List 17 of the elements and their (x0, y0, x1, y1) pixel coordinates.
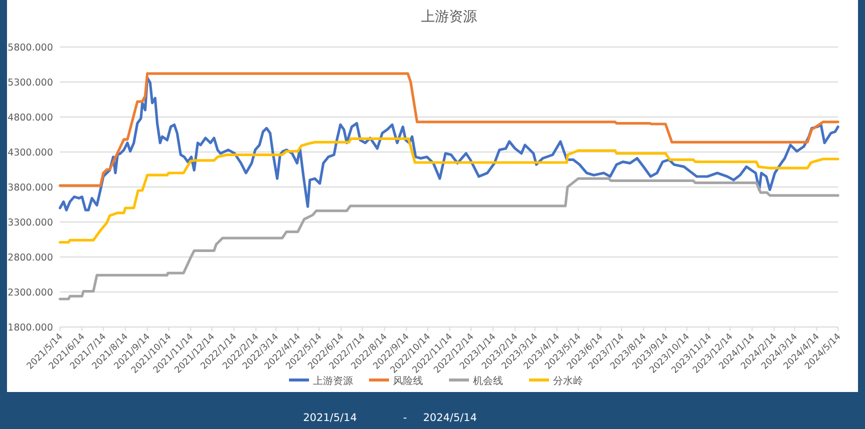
chart-title: 上游资源 (421, 9, 477, 25)
y-tick-label: 5300.000 (8, 78, 53, 88)
text: 2024/5/14 (423, 412, 478, 424)
legend-label: 风险线 (393, 375, 423, 387)
y-tick-label: 4800.000 (8, 112, 53, 124)
y-tick-label: 3300.000 (8, 218, 53, 228)
legend-label: 分水岭 (553, 375, 583, 387)
y-tick-label: 2800.000 (8, 252, 53, 264)
legend-label: 上游资源 (313, 375, 353, 387)
y-tick-label: 3800.000 (8, 182, 53, 194)
y-tick-label: 4300.000 (8, 148, 53, 158)
y-tick-label: 5800.000 (8, 42, 53, 54)
y-tick-label: 2300.000 (8, 288, 53, 298)
legend-label: 机会线 (473, 375, 503, 387)
text: 2021/5/14 (303, 412, 358, 424)
y-tick-label: 1800.000 (8, 322, 53, 334)
text: - (403, 412, 408, 424)
